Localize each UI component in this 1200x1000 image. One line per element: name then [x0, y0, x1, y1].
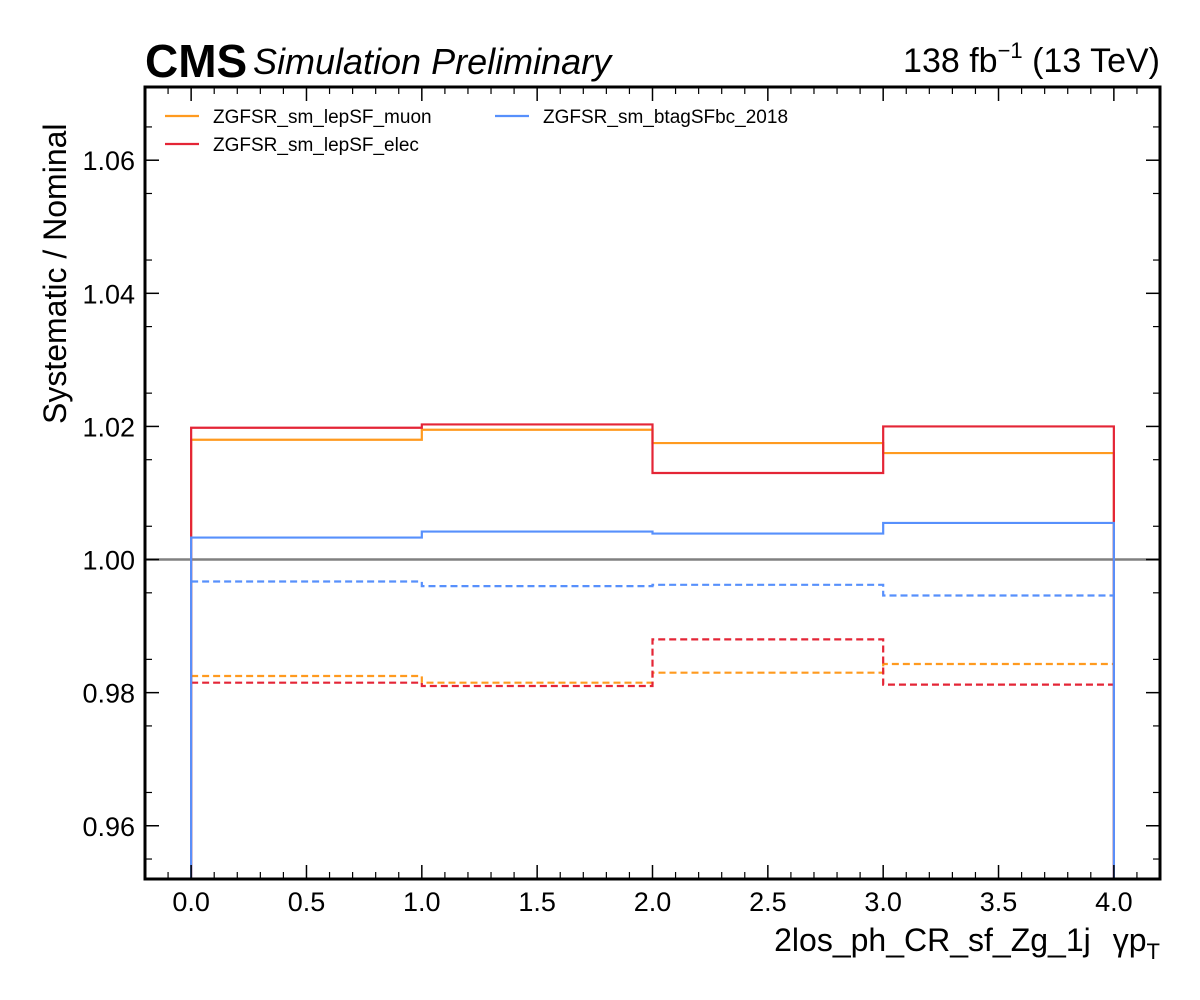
y-tick-label: 1.02 [82, 412, 135, 442]
series-line-2-solid [190, 423, 1115, 879]
y-tick-label: 1.06 [82, 146, 135, 176]
y-axis-label: Systematic / Nominal [37, 123, 73, 424]
legend-label-1: ZGFSR_sm_lepSF_elec [213, 135, 419, 156]
legend-label-2: ZGFSR_sm_btagSFbc_2018 [543, 107, 788, 128]
x-axis-label: 2los_ph_CR_sf_Zg_1j γpT [774, 922, 1160, 964]
series-line-4-solid [190, 521, 1115, 879]
x-tick-label: 0.0 [172, 887, 210, 917]
lumi-label: 138 fb−1 (13 TeV) [903, 38, 1160, 80]
x-axis-label-suffix-sub: T [1147, 939, 1160, 964]
experiment-label: CMS [145, 35, 247, 87]
legend-label-0: ZGFSR_sm_lepSF_muon [213, 107, 432, 128]
series-line-5-dashed [191, 580, 1114, 597]
lumi-value: 138 fb [903, 42, 998, 80]
legend: ZGFSR_sm_lepSF_muon ZGFSR_sm_lepSF_elec ZG… [165, 107, 788, 156]
plot-frame [143, 85, 1162, 881]
y-tick-label: 0.98 [82, 679, 135, 709]
lumi-space [1023, 42, 1032, 80]
y-tick-label: 1.04 [82, 279, 135, 309]
axis-ticks: 0.0 0.5 1.0 1.5 2.0 2.5 3.0 3.5 4.0 0.96 0.98 1.00 1… [82, 87, 1160, 917]
x-tick-label: 1.5 [518, 887, 556, 917]
series-line-3-dashed [191, 638, 1114, 688]
y-tick-label: 1.00 [82, 546, 135, 576]
status-label: Simulation Preliminary [253, 41, 613, 82]
y-tick-label: 0.96 [82, 812, 135, 842]
lumi-exponent: −1 [998, 38, 1023, 63]
x-axis-label-main: 2los_ph_CR_sf_Zg_1j [774, 922, 1091, 958]
x-tick-label: 2.5 [749, 887, 787, 917]
x-tick-label: 4.0 [1095, 887, 1133, 917]
x-tick-label: 0.5 [288, 887, 326, 917]
energy-value: (13 TeV) [1032, 42, 1160, 80]
series-layer [190, 423, 1115, 879]
x-axis-label-suffix: γp [1113, 922, 1147, 958]
plot-area: 0.0 0.5 1.0 1.5 2.0 2.5 3.0 3.5 4.0 0.96 0.98 1.00 1… [82, 85, 1162, 917]
x-tick-label: 3.0 [864, 887, 902, 917]
x-tick-label: 3.5 [980, 887, 1018, 917]
x-tick-label: 1.0 [403, 887, 441, 917]
x-tick-label: 2.0 [634, 887, 672, 917]
